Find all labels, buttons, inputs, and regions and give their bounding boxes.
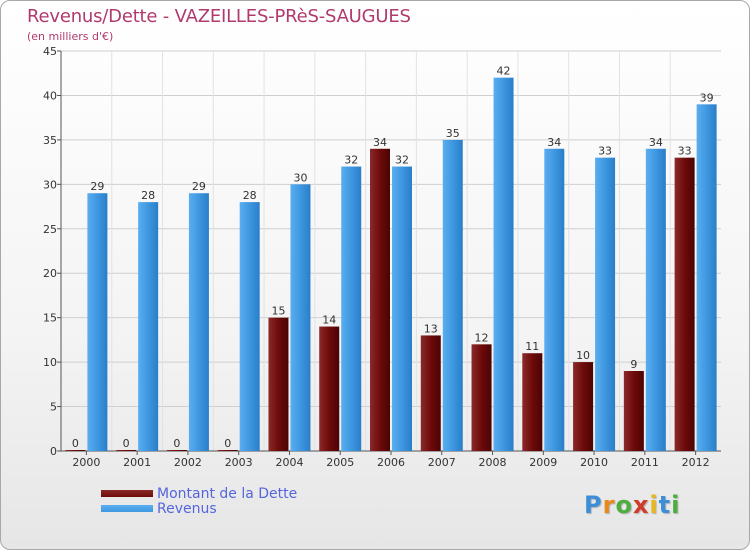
value-label-revenus-2006: 32 <box>395 154 409 167</box>
y-tick-label-20: 20 <box>43 267 57 280</box>
logo-letter: r <box>602 491 616 519</box>
value-label-revenus-2008: 42 <box>497 65 511 78</box>
bar-debt-2011 <box>623 371 644 451</box>
chart-title: Revenus/Dette - VAZEILLES-PRèS-SAUGUES <box>27 6 411 27</box>
value-label-revenus-2004: 30 <box>293 171 307 184</box>
value-label-debt-2007: 13 <box>424 322 438 335</box>
bar-revenus-2007 <box>442 139 463 451</box>
logo-letter: i <box>671 491 681 519</box>
value-label-debt-2004: 15 <box>271 305 285 318</box>
bar-debt-2007 <box>420 335 441 451</box>
legend-label-debt: Montant de la Dette <box>157 486 298 502</box>
bar-debt-2008 <box>471 344 492 451</box>
grid-lines <box>61 50 721 452</box>
bar-revenus-2010 <box>595 157 616 451</box>
value-label-debt-2011: 9 <box>630 358 637 371</box>
logo-letter: t <box>658 491 672 519</box>
bar-debt-2003 <box>217 450 238 451</box>
value-label-debt-2002: 0 <box>173 437 180 450</box>
bar-debt-2006 <box>370 148 390 451</box>
value-label-revenus-2003: 28 <box>243 189 257 202</box>
logo-letter: o <box>615 491 633 519</box>
bar-revenus-2004 <box>290 184 311 452</box>
value-label-revenus-2012: 39 <box>700 91 714 104</box>
legend-swatch-debt <box>101 490 153 497</box>
chart-subtitle: (en milliers d'€) <box>27 30 114 43</box>
y-tick-label-0: 0 <box>50 445 57 458</box>
x-tick-label-2004: 2004 <box>275 456 303 469</box>
bar-revenus-2009 <box>544 148 565 451</box>
bar-revenus-2001 <box>138 202 159 451</box>
x-tick-label-2002: 2002 <box>174 456 202 469</box>
y-tick-label-10: 10 <box>43 356 57 369</box>
legend-swatch-revenus <box>101 505 153 512</box>
value-label-debt-2001: 0 <box>123 437 130 450</box>
x-tick-label-2009: 2009 <box>529 456 557 469</box>
bar-revenus-2005 <box>341 166 362 452</box>
bar-revenus-2006 <box>392 166 412 452</box>
bar-debt-2010 <box>573 362 594 451</box>
bar-revenus-2012 <box>696 104 717 451</box>
y-tick-label-30: 30 <box>43 178 57 191</box>
y-tick-label-5: 5 <box>50 401 57 414</box>
value-label-debt-2006: 34 <box>373 136 387 149</box>
bar-debt-2009 <box>522 353 543 451</box>
bar-debt-2004 <box>268 317 289 451</box>
y-tick-label-45: 45 <box>43 45 57 58</box>
value-label-revenus-2011: 34 <box>649 136 663 149</box>
x-tick-label-2012: 2012 <box>682 456 710 469</box>
bar-revenus-2011 <box>645 148 666 451</box>
y-tick-label-25: 25 <box>43 223 57 236</box>
legend-label-revenus: Revenus <box>157 501 217 517</box>
bar-revenus-2000 <box>87 193 108 451</box>
value-label-revenus-2007: 35 <box>446 127 460 140</box>
value-label-debt-2008: 12 <box>475 331 489 344</box>
value-label-revenus-2005: 32 <box>344 154 358 167</box>
bar-debt-2002 <box>166 450 187 451</box>
value-label-revenus-2002: 29 <box>192 180 206 193</box>
logo-letter: P <box>584 491 603 519</box>
y-tick-label-15: 15 <box>43 312 57 325</box>
y-tick-label-35: 35 <box>43 134 57 147</box>
bar-debt-2005 <box>319 326 340 451</box>
logo-letter: i <box>649 491 659 519</box>
value-label-debt-2000: 0 <box>72 437 79 450</box>
bar-revenus-2003 <box>239 202 260 451</box>
x-tick-label-2011: 2011 <box>631 456 659 469</box>
x-tick-label-2001: 2001 <box>123 456 151 469</box>
x-tick-label-2010: 2010 <box>580 456 608 469</box>
bar-revenus-2008 <box>493 77 514 452</box>
bar-debt-2012 <box>674 157 695 451</box>
x-tick-label-2006: 2006 <box>377 456 405 469</box>
value-label-debt-2005: 14 <box>322 314 336 327</box>
y-tick-label-40: 40 <box>43 89 57 102</box>
value-label-debt-2012: 33 <box>678 145 692 158</box>
bar-revenus-2002 <box>188 193 209 451</box>
x-tick-label-2007: 2007 <box>428 456 456 469</box>
x-tick-label-2008: 2008 <box>479 456 507 469</box>
brand-logo: Proxiti <box>584 491 680 519</box>
logo-letter: x <box>632 491 650 519</box>
data-labels: 0 29 0 28 0 29 0 28 15 30 14 32 34 32 13 35 12 42 11 34 10 33… <box>72 65 714 450</box>
value-label-revenus-2001: 28 <box>141 189 155 202</box>
bar-debt-2001 <box>116 450 137 451</box>
x-tick-label-2005: 2005 <box>326 456 354 469</box>
bar-debt-2000 <box>65 450 86 451</box>
value-label-revenus-2010: 33 <box>598 145 612 158</box>
value-label-debt-2010: 10 <box>576 349 590 362</box>
value-label-debt-2009: 11 <box>525 340 539 353</box>
value-label-revenus-2000: 29 <box>90 180 104 193</box>
bars <box>65 77 717 452</box>
value-label-debt-2003: 0 <box>224 437 231 450</box>
x-tick-label-2003: 2003 <box>225 456 253 469</box>
value-label-revenus-2009: 34 <box>547 136 561 149</box>
x-tick-label-2000: 2000 <box>72 456 100 469</box>
